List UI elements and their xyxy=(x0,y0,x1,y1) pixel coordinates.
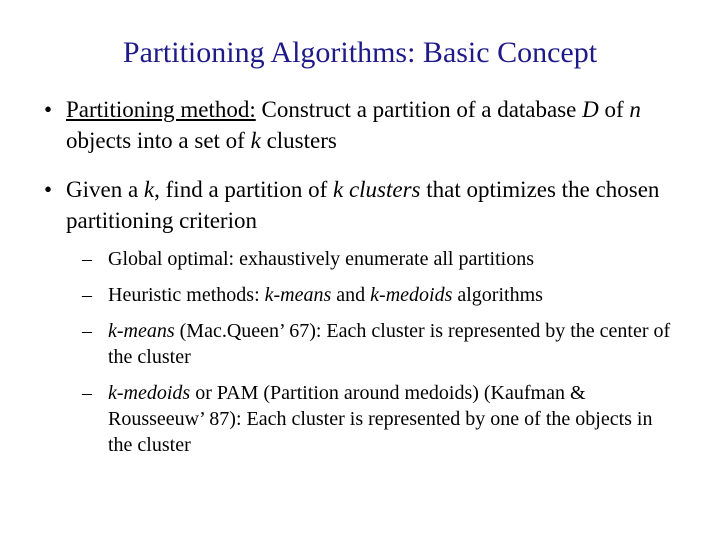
text-segment: clusters xyxy=(261,128,337,153)
text-segment: k-means xyxy=(265,284,332,306)
bullet-item: Given a k, find a partition of k cluster… xyxy=(40,174,680,458)
text-segment: (Mac.Queen’ 67): Each cluster is represe… xyxy=(108,320,670,368)
text-segment: Construct a partition of a database xyxy=(256,97,582,122)
text-segment: k xyxy=(144,177,154,202)
sub-bullet-item: Global optimal: exhaustively enumerate a… xyxy=(82,246,680,272)
text-segment: Heuristic methods: xyxy=(108,284,265,306)
text-segment: k-medoids xyxy=(370,284,452,306)
text-segment: Given a xyxy=(66,177,144,202)
slide: Partitioning Algorithms: Basic Concept P… xyxy=(0,0,720,540)
text-segment: k-means xyxy=(108,320,175,342)
text-segment: algorithms xyxy=(452,284,543,306)
text-segment: k-medoids xyxy=(108,382,190,404)
text-segment: Global optimal: exhaustively enumerate a… xyxy=(108,248,534,270)
slide-title: Partitioning Algorithms: Basic Concept xyxy=(40,36,680,70)
text-segment: , find a partition of xyxy=(154,177,333,202)
sub-bullet-item: k-medoids or PAM (Partition around medoi… xyxy=(82,380,680,458)
text-segment: k xyxy=(251,128,261,153)
bullet-list: Partitioning method: Construct a partiti… xyxy=(40,94,680,458)
text-segment: Partitioning method: xyxy=(66,97,256,122)
text-segment: or PAM (Partition around medoids) (Kaufm… xyxy=(108,382,652,456)
bullet-item: Partitioning method: Construct a partiti… xyxy=(40,94,680,156)
text-segment: k clusters xyxy=(333,177,421,202)
text-segment: objects into a set of xyxy=(66,128,251,153)
sub-bullet-item: Heuristic methods: k-means and k-medoids… xyxy=(82,282,680,308)
text-segment: of xyxy=(599,97,630,122)
text-segment: D xyxy=(582,97,599,122)
text-segment: and xyxy=(331,284,370,306)
sub-bullet-list: Global optimal: exhaustively enumerate a… xyxy=(66,246,680,458)
text-segment: n xyxy=(629,97,641,122)
sub-bullet-item: k-means (Mac.Queen’ 67): Each cluster is… xyxy=(82,318,680,370)
